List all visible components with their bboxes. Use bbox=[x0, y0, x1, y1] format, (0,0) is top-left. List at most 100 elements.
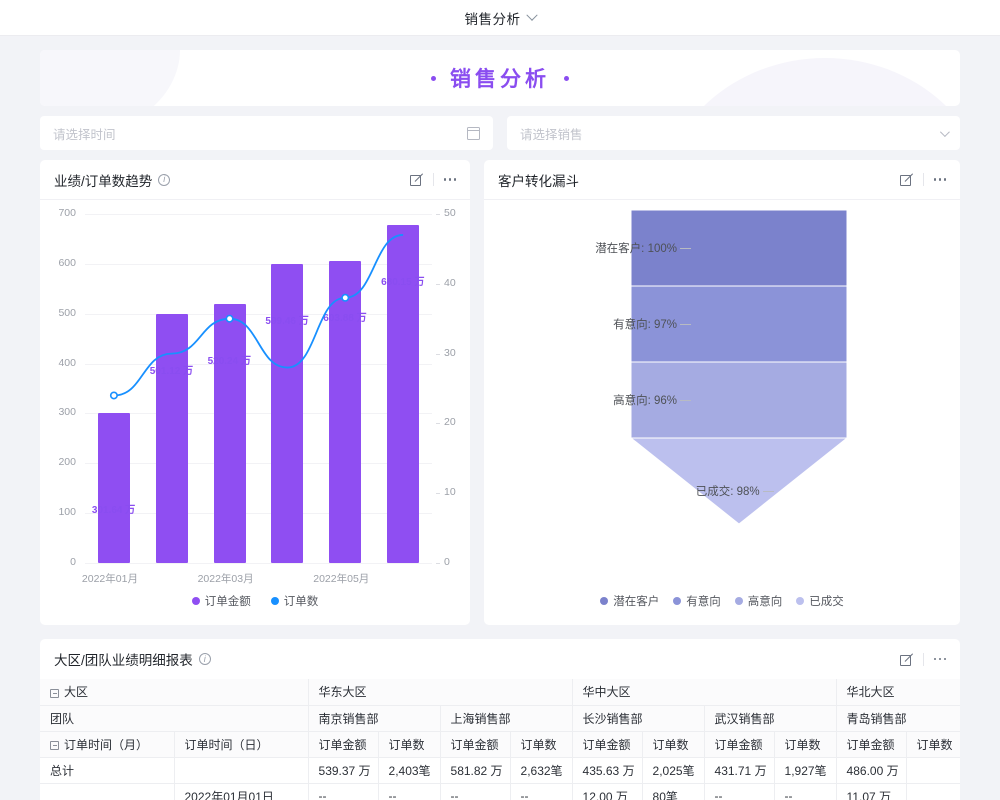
legend-marker bbox=[796, 597, 805, 605]
y-axis-right-tick: 40 bbox=[444, 276, 456, 289]
legend-item[interactable]: 已成交 bbox=[796, 593, 844, 609]
legend-marker bbox=[673, 597, 682, 605]
cell-value: 12.00 万 bbox=[572, 783, 643, 800]
legend-label: 已成交 bbox=[809, 596, 844, 608]
metric-header: 订单数 bbox=[642, 731, 705, 758]
collapse-icon[interactable] bbox=[50, 688, 59, 698]
legend-marker bbox=[600, 597, 609, 605]
detail-table: 大区 华东大区 华中大区 华北大区 团队 南京销售部 上海销售部 长沙销售部 武汉销售部 青岛销售… bbox=[40, 679, 960, 800]
cell-value: 2,632笔 bbox=[510, 757, 573, 784]
bar-data-label: 680.15 万 bbox=[381, 276, 425, 288]
expand-icon[interactable] bbox=[409, 173, 423, 186]
info-icon[interactable]: i bbox=[198, 653, 211, 665]
expand-icon[interactable] bbox=[899, 653, 913, 666]
time-filter-placeholder: 请选择时间 bbox=[53, 127, 116, 142]
bar-data-label: 603.88 万 bbox=[323, 313, 367, 325]
trend-legend: 订单金额 订单数 bbox=[40, 593, 470, 609]
cell-value: 80笔 bbox=[642, 783, 705, 800]
bar[interactable] bbox=[271, 263, 304, 563]
legend-item[interactable]: 潜在客户 bbox=[600, 593, 659, 609]
y-axis-left-tick: 600 bbox=[58, 256, 76, 269]
chevron-down-icon[interactable] bbox=[939, 126, 950, 137]
legend-marker bbox=[734, 597, 743, 605]
legend-item[interactable]: 有意向 bbox=[673, 593, 721, 609]
divider bbox=[922, 652, 924, 666]
expand-icon[interactable] bbox=[899, 173, 913, 186]
page-title: 销售分析 bbox=[464, 11, 521, 27]
collapse-icon[interactable] bbox=[50, 740, 59, 750]
region-header: 华中大区 bbox=[572, 679, 837, 706]
info-icon[interactable]: i bbox=[158, 173, 171, 186]
banner-decoration-left bbox=[40, 50, 180, 106]
bar-data-label: 501.12 万 bbox=[149, 365, 194, 377]
divider bbox=[432, 173, 434, 186]
metric-header: 订单金额 bbox=[836, 731, 907, 758]
calendar-icon[interactable] bbox=[467, 126, 480, 140]
table-card-header: 大区/团队业绩明细报表 i bbox=[40, 639, 960, 679]
tick bbox=[436, 563, 440, 564]
cell-day bbox=[174, 757, 309, 784]
funnel-card-header: 客户转化漏斗 bbox=[484, 160, 960, 200]
chevron-down-icon[interactable] bbox=[525, 9, 538, 21]
bar[interactable] bbox=[213, 303, 246, 563]
table-header-metric-row: 订单时间（月） 订单时间（日） 订单金额 订单数 订单金额 订单数 订单金额 订单数 订单金额订… bbox=[40, 731, 960, 758]
region-header: 华北大区 bbox=[836, 679, 960, 706]
trend-card-title: 业绩/订单数趋势 bbox=[54, 173, 153, 189]
metric-header: 订单数 bbox=[774, 731, 837, 758]
cell-value: 486.00 万 bbox=[836, 757, 907, 784]
team-header: 上海销售部 bbox=[440, 705, 573, 732]
banner-decoration-right bbox=[660, 58, 960, 106]
funnel-leader-line bbox=[680, 324, 691, 325]
metric-header: 订单数 bbox=[510, 731, 573, 758]
funnel-stage-label: 高意向: 96% bbox=[613, 395, 677, 407]
more-icon[interactable] bbox=[933, 178, 946, 181]
banner-dot-right-icon bbox=[564, 75, 569, 81]
legend-item[interactable]: 高意向 bbox=[734, 593, 782, 609]
y-axis-right-tick: 50 bbox=[444, 207, 456, 219]
table-card-title: 大区/团队业绩明细报表 bbox=[54, 653, 193, 668]
month-col-header[interactable]: 订单时间（月） bbox=[40, 731, 175, 758]
y-axis-left-tick: 100 bbox=[58, 506, 76, 519]
bar-data-label: 520.24 万 bbox=[207, 355, 251, 367]
y-axis-left-tick: 200 bbox=[58, 456, 76, 469]
team-header: 长沙销售部 bbox=[572, 705, 705, 732]
cell-month bbox=[40, 783, 175, 800]
time-filter[interactable]: 请选择时间 bbox=[40, 116, 493, 150]
team-header: 青岛销售部 bbox=[836, 705, 960, 732]
page-content: 销售分析 请选择时间 请选择销售 业绩/订单数趋势 i bbox=[0, 36, 1000, 800]
gridline bbox=[85, 363, 432, 365]
table-row[interactable]: 2022年01月01日 -- -- -- -- 12.00 万 80笔 -- -- 11.07 万 bbox=[40, 783, 960, 800]
legend-label: 订单金额 bbox=[204, 596, 251, 608]
y-axis-left-tick: 300 bbox=[58, 406, 76, 419]
funnel-shape bbox=[629, 209, 849, 525]
table-header-team-row: 团队 南京销售部 上海销售部 长沙销售部 武汉销售部 青岛销售部 bbox=[40, 705, 960, 732]
cell-value: -- bbox=[378, 783, 441, 800]
tick bbox=[436, 283, 440, 285]
legend-item[interactable]: 订单金额 bbox=[191, 593, 251, 609]
app-title-dropdown[interactable]: 销售分析 bbox=[464, 8, 538, 28]
cell-value bbox=[906, 757, 960, 784]
table-row[interactable]: 总计 539.37 万 2,403笔 581.82 万 2,632笔 435.63 万 2,… bbox=[40, 757, 960, 784]
table-scroll-area[interactable]: 大区 华东大区 华中大区 华北大区 团队 南京销售部 上海销售部 长沙销售部 武汉销售部 青岛销售… bbox=[40, 679, 960, 800]
metric-header: 订单数 bbox=[378, 731, 441, 758]
y-axis-right-tick: 30 bbox=[444, 346, 456, 359]
more-icon[interactable] bbox=[443, 178, 456, 181]
cell-value: 1,927笔 bbox=[774, 757, 837, 784]
gridline bbox=[85, 513, 432, 515]
region-row-label[interactable]: 大区 bbox=[40, 679, 309, 706]
legend-marker bbox=[191, 597, 200, 605]
legend-item[interactable]: 订单数 bbox=[270, 593, 318, 609]
table-header-region-row: 大区 华东大区 华中大区 华北大区 bbox=[40, 679, 960, 706]
chart-card-row: 业绩/订单数趋势 i 0 100 200 300 400 500 600 700 0 10 20 30… bbox=[40, 160, 960, 625]
cell-value: -- bbox=[510, 783, 573, 800]
cell-value: 431.71 万 bbox=[704, 757, 775, 784]
bar[interactable] bbox=[329, 261, 362, 563]
funnel-stage-label: 已成交: 98% bbox=[695, 486, 760, 499]
metric-header: 订单金额 bbox=[308, 731, 379, 758]
bar[interactable] bbox=[97, 412, 130, 563]
team-header: 武汉销售部 bbox=[704, 705, 837, 732]
team-header: 南京销售部 bbox=[308, 705, 441, 732]
bar[interactable] bbox=[155, 313, 188, 563]
more-icon[interactable] bbox=[933, 657, 946, 661]
sales-filter[interactable]: 请选择销售 bbox=[507, 116, 960, 150]
